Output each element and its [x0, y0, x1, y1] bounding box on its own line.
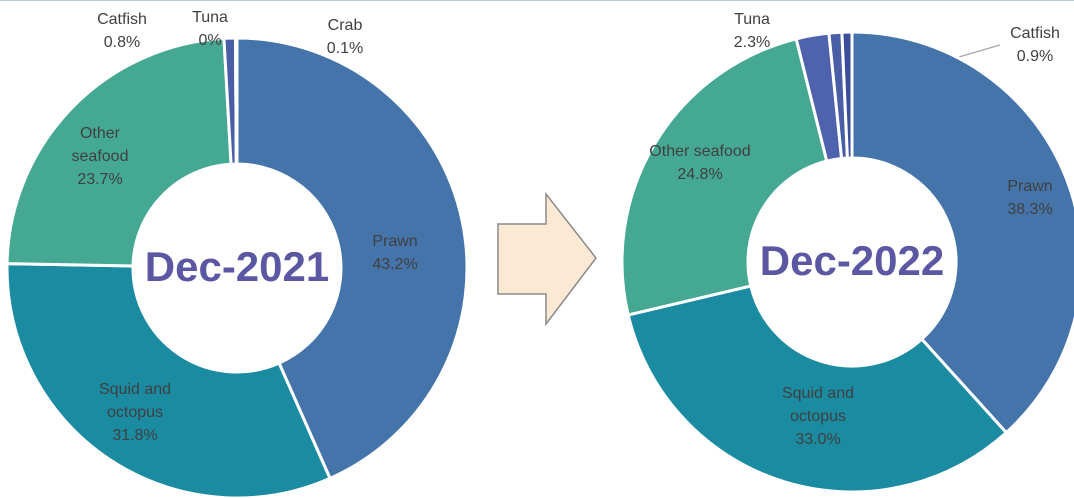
slice — [620, 37, 829, 317]
center-title: Dec-2021 — [145, 243, 329, 290]
slice — [234, 36, 239, 166]
value-label: 38.3% — [1007, 201, 1053, 218]
value-label: 0.9% — [1016, 48, 1054, 65]
center-title: Dec-2022 — [760, 237, 944, 284]
category-label: Crab — [327, 17, 363, 34]
slice-label: Catfish 0.9% — [1000, 22, 1070, 68]
category-label: Prawn — [1007, 178, 1053, 195]
category-label: Other seafood — [71, 125, 129, 165]
category-label: Tuna — [192, 9, 228, 26]
slice-label: Tuna 0% — [185, 6, 235, 52]
slice-label: Prawn 43.2% — [355, 230, 435, 276]
slice — [626, 284, 1009, 494]
category-label: Squid and octopus — [781, 385, 855, 425]
slice-label: Other seafood 23.7% — [60, 122, 140, 191]
category-label: Prawn — [372, 233, 418, 250]
value-label: 31.8% — [112, 427, 158, 444]
value-label: 33.0% — [795, 431, 841, 448]
slice — [5, 262, 332, 498]
category-label: Tuna — [734, 11, 770, 28]
slice-label: Tuna 2.3% — [722, 8, 782, 54]
value-label: 43.2% — [372, 256, 418, 273]
category-label: Other seafood — [649, 143, 751, 160]
slice — [5, 36, 233, 268]
category-label: Catfish — [1010, 25, 1060, 42]
slice-label: Squid and octopus 33.0% — [763, 382, 873, 451]
slice — [235, 36, 469, 481]
slice-label: Catfish 0.8% — [87, 8, 157, 54]
value-label: 2.3% — [733, 34, 771, 51]
slice-label: Squid and octopus 31.8% — [80, 378, 190, 447]
slice-label: Prawn 38.3% — [990, 175, 1070, 221]
category-label: Catfish — [97, 11, 147, 28]
value-label: 0.8% — [103, 34, 141, 51]
slice-label: Other seafood 24.8% — [615, 140, 785, 186]
slice — [850, 30, 1074, 435]
value-label: 23.7% — [77, 171, 123, 188]
value-label: 0.1% — [326, 40, 364, 57]
value-label: 0% — [198, 32, 222, 49]
category-label: Squid and octopus — [98, 381, 172, 421]
slice-label: Crab 0.1% — [315, 14, 375, 60]
slice — [840, 30, 854, 160]
arrow — [497, 191, 597, 327]
value-label: 24.8% — [677, 166, 723, 183]
